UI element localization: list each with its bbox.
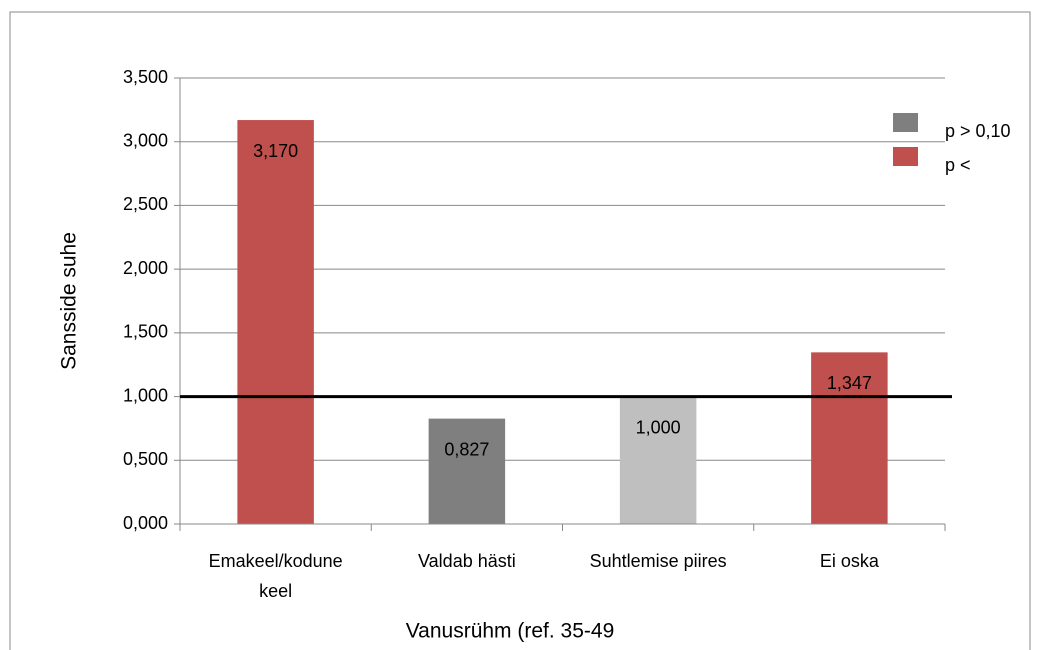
data-label: 0,827 (444, 439, 489, 459)
y-tick-label: 1,500 (123, 322, 168, 342)
data-label: 3,170 (253, 141, 298, 161)
data-label: 1,347 (827, 373, 872, 393)
y-tick-label: 0,000 (123, 513, 168, 533)
x-tick-label: Suhtlemise piires (590, 551, 727, 571)
bar (428, 418, 506, 524)
x-tick-label: Ei oska (820, 551, 880, 571)
y-axis-title: Sansside suhe (58, 232, 81, 370)
y-tick-label: 2,500 (123, 194, 168, 214)
x-tick-label: Valdab hästi (418, 551, 516, 571)
x-axis-title: Vanusrühm (ref. 35-49 (406, 620, 615, 643)
chart-frame (9, 11, 1031, 650)
y-tick-label: 0,500 (123, 449, 168, 469)
legend-swatch (893, 113, 918, 132)
bar (811, 352, 888, 524)
y-tick-label: 3,500 (123, 67, 168, 87)
y-tick-label: 3,000 (123, 130, 168, 150)
x-tick-label: Emakeel/kodune keel (209, 551, 343, 601)
bar (619, 396, 697, 524)
y-tick-label: 1,000 (123, 385, 168, 405)
legend-swatch (893, 147, 918, 166)
legend-label: p > 0,10 (945, 121, 1011, 141)
bar (237, 120, 314, 525)
data-label: 1,000 (636, 417, 681, 437)
y-tick-label: 2,000 (123, 258, 168, 278)
legend-label: p < (945, 155, 971, 175)
